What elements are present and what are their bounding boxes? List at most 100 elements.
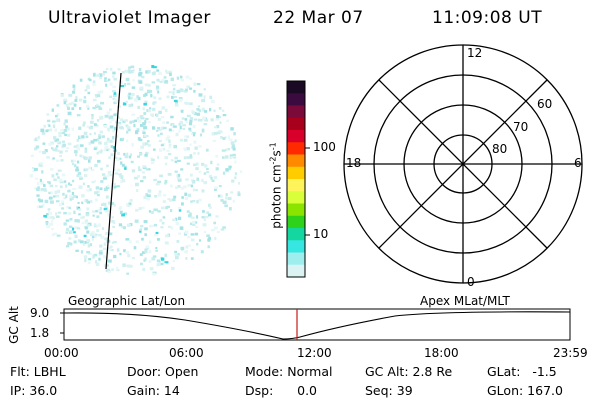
speckle: [72, 84, 76, 88]
speckle: [66, 133, 71, 137]
speckle: [67, 189, 71, 193]
speckle: [209, 206, 212, 209]
speckle: [104, 114, 109, 118]
speckle: [81, 135, 85, 139]
speckle: [60, 93, 64, 97]
speckle: [145, 168, 150, 171]
speckle: [102, 177, 107, 180]
speckle: [206, 170, 210, 173]
speckle: [89, 243, 93, 247]
speckle: [173, 87, 176, 90]
speckle: [36, 136, 40, 139]
speckle: [105, 209, 109, 213]
speckle: [157, 134, 160, 137]
speckle: [78, 239, 81, 243]
speckle: [105, 83, 108, 87]
speckle: [84, 219, 89, 223]
speckle: [75, 168, 79, 172]
speckle: [117, 116, 121, 119]
speckle: [134, 176, 138, 180]
speckle: [140, 145, 144, 149]
polar-grid: [343, 44, 583, 284]
orbit-x-tick-1800: 18:00: [424, 346, 459, 360]
speckle: [184, 230, 189, 234]
speckle: [184, 192, 188, 196]
speckle: [104, 77, 107, 80]
speckle: [136, 189, 139, 192]
speckle: [173, 125, 177, 128]
speckle: [125, 77, 130, 82]
speckle: [43, 188, 47, 191]
speckle: [91, 238, 94, 241]
speckle: [198, 93, 203, 97]
colorbar: [286, 80, 310, 278]
speckle: [105, 232, 110, 236]
speckle: [201, 128, 205, 133]
speckle: [192, 111, 196, 115]
speckle: [113, 113, 117, 117]
speckle: [163, 76, 167, 79]
speckle: [196, 83, 201, 86]
speckle: [67, 111, 72, 116]
speckle: [152, 272, 156, 276]
speckle: [128, 104, 132, 108]
speckle: [202, 118, 205, 121]
speckle: [104, 146, 109, 150]
speckle: [112, 135, 115, 140]
colorbar-segment: [287, 166, 305, 180]
speckle: [237, 191, 241, 194]
speckle: [95, 233, 98, 236]
speckle: [142, 131, 146, 135]
speckle: [153, 223, 158, 227]
speckle: [165, 206, 168, 210]
speckle: [164, 179, 168, 184]
speckle: [215, 215, 219, 218]
speckle: [94, 198, 99, 202]
speckle: [206, 234, 210, 238]
speckle: [142, 107, 145, 111]
speckle: [151, 81, 156, 84]
speckle: [142, 165, 147, 168]
speckle: [172, 260, 175, 263]
speckle: [143, 134, 147, 137]
altitude-curve: [63, 311, 571, 340]
speckle: [161, 78, 165, 82]
speckle: [84, 89, 88, 92]
speckle: [208, 174, 213, 178]
speckle: [170, 209, 173, 213]
speckle: [108, 259, 112, 263]
speckle: [140, 123, 144, 127]
speckle: [225, 148, 228, 152]
speckle: [126, 272, 129, 275]
speckle: [122, 102, 127, 106]
speckle: [207, 238, 211, 242]
speckle: [153, 148, 156, 151]
speckle: [129, 240, 132, 244]
speckle: [113, 156, 118, 159]
speckle: [63, 212, 67, 215]
speckle: [85, 168, 88, 172]
speckle: [198, 170, 202, 173]
speckle: [157, 193, 162, 197]
speckle: [49, 222, 54, 226]
speckle: [68, 182, 71, 186]
speckle: [184, 118, 187, 121]
speckle: [63, 101, 67, 105]
speckle: [104, 255, 108, 259]
speckle: [165, 137, 170, 141]
speckle: [152, 255, 157, 258]
speckle: [154, 234, 158, 237]
orbit-x-tick-2359: 23:59: [553, 346, 588, 360]
orbit-y-tick-low: 1.8: [30, 326, 50, 340]
speckle: [95, 260, 98, 264]
speckle: [37, 186, 40, 189]
speckle: [172, 198, 176, 202]
speckle: [73, 195, 77, 198]
speckle: [59, 180, 64, 184]
speckle: [126, 139, 129, 143]
orbit-left-title: Geographic Lat/Lon: [68, 294, 186, 308]
speckle: [79, 144, 84, 147]
speckle: [135, 130, 139, 135]
speckle: [129, 155, 132, 159]
speckle: [103, 263, 107, 268]
